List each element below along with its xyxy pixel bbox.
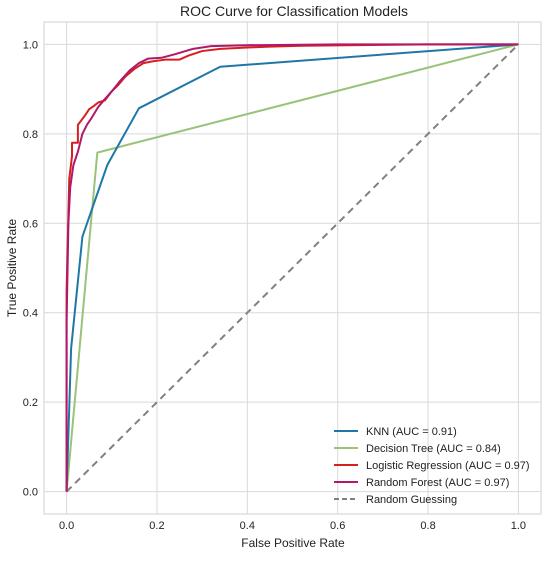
series-line-0 bbox=[65, 43, 519, 492]
legend: KNN (AUC = 0.91) Decision Tree (AUC = 0.8… bbox=[334, 426, 530, 506]
x-tick-label: 1.0 bbox=[511, 520, 526, 532]
y-axis-label: True Positive Rate bbox=[5, 219, 19, 318]
legend-label: KNN (AUC = 0.91) bbox=[366, 426, 457, 438]
legend-label: Random Guessing bbox=[366, 494, 457, 506]
y-tick-label: 0.4 bbox=[23, 308, 38, 320]
x-tick-label: 0.0 bbox=[59, 520, 74, 532]
series-line-1 bbox=[65, 43, 519, 492]
series-lines bbox=[65, 43, 520, 493]
legend-label: Decision Tree (AUC = 0.84) bbox=[366, 443, 501, 455]
x-tick-label: 0.6 bbox=[330, 520, 345, 532]
x-tick-label: 0.4 bbox=[240, 520, 255, 532]
y-tick-label: 1.0 bbox=[23, 39, 38, 51]
y-tick-label: 0.0 bbox=[23, 487, 38, 499]
legend-label: Logistic Regression (AUC = 0.97) bbox=[366, 460, 530, 472]
x-axis-label: False Positive Rate bbox=[241, 536, 345, 550]
y-tick-label: 0.2 bbox=[23, 397, 38, 409]
series-line-2 bbox=[65, 43, 519, 492]
series-line-3 bbox=[65, 43, 519, 492]
tick-labels: 0.0 0.2 0.4 0.6 0.8 1.0 0.0 0.2 0.4 0.6 0.8 1.0 bbox=[23, 39, 526, 532]
y-tick-label: 0.8 bbox=[23, 129, 38, 141]
y-tick-label: 0.6 bbox=[23, 218, 38, 230]
x-tick-label: 0.2 bbox=[149, 520, 164, 532]
series-line-4 bbox=[65, 43, 520, 493]
legend-label: Random Forest (AUC = 0.97) bbox=[366, 477, 509, 489]
x-tick-label: 0.8 bbox=[420, 520, 435, 532]
chart-title: ROC Curve for Classification Models bbox=[180, 3, 408, 19]
